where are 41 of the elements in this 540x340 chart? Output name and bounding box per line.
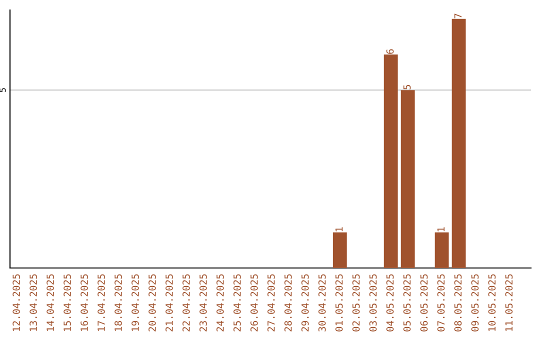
x-tick-label: 08.05.2025 [454, 274, 462, 332]
x-tick-label: 25.04.2025 [233, 274, 241, 332]
x-tick-label: 24.04.2025 [216, 274, 224, 332]
x-tick-label: 19.04.2025 [132, 274, 139, 331]
data-label: 6 [386, 49, 394, 54]
data-label: 5 [403, 84, 411, 90]
x-tick-label: 05.05.2025 [403, 274, 411, 332]
data-label: 7 [454, 14, 462, 18]
data-label: 1 [437, 227, 445, 232]
x-tick-label: 09.05.2025 [471, 274, 479, 332]
x-tick-label: 22.04.2025 [182, 274, 190, 332]
x-tick-label: 26.04.2025 [250, 274, 258, 332]
x-tick-label: 06.05.2025 [420, 274, 428, 332]
x-tick-label: 29.04.2025 [301, 274, 309, 332]
x-tick-label: 11.05.2025 [505, 274, 513, 331]
x-tick-label: 13.04.2025 [30, 274, 37, 331]
data-label: 1 [336, 227, 343, 232]
x-tick-label: 20.04.2025 [148, 274, 156, 332]
bar [332, 232, 347, 268]
ref-line-label: 5 [0, 88, 6, 92]
x-tick-label: 01.05.2025 [335, 274, 343, 332]
x-tick-label: 04.05.2025 [386, 274, 394, 332]
x-tick-label: 27.04.2025 [267, 274, 275, 332]
x-tick-label: 18.04.2025 [114, 274, 122, 331]
x-tick-label: 03.05.2025 [369, 274, 377, 332]
bar [384, 54, 398, 268]
x-tick-label: 07.05.2025 [437, 274, 445, 332]
x-tick-label: 02.05.2025 [352, 274, 360, 332]
x-tick-label: 14.04.2025 [46, 274, 54, 331]
bar [434, 232, 449, 268]
bar [400, 90, 415, 268]
x-tick-label: 10.05.2025 [488, 274, 496, 331]
x-tick-label: 23.04.2025 [199, 274, 207, 332]
x-tick-label: 28.04.2025 [284, 274, 292, 332]
x-tick-label: 12.04.2025 [12, 274, 20, 331]
x-tick-label: 16.04.2025 [80, 274, 88, 331]
x-tick-label: 15.04.2025 [64, 274, 71, 331]
x-tick-label: 17.04.2025 [98, 274, 105, 331]
x-tick-label: 30.04.2025 [318, 274, 326, 332]
x-tick-label: 21.04.2025 [166, 274, 173, 332]
bar [452, 18, 466, 268]
